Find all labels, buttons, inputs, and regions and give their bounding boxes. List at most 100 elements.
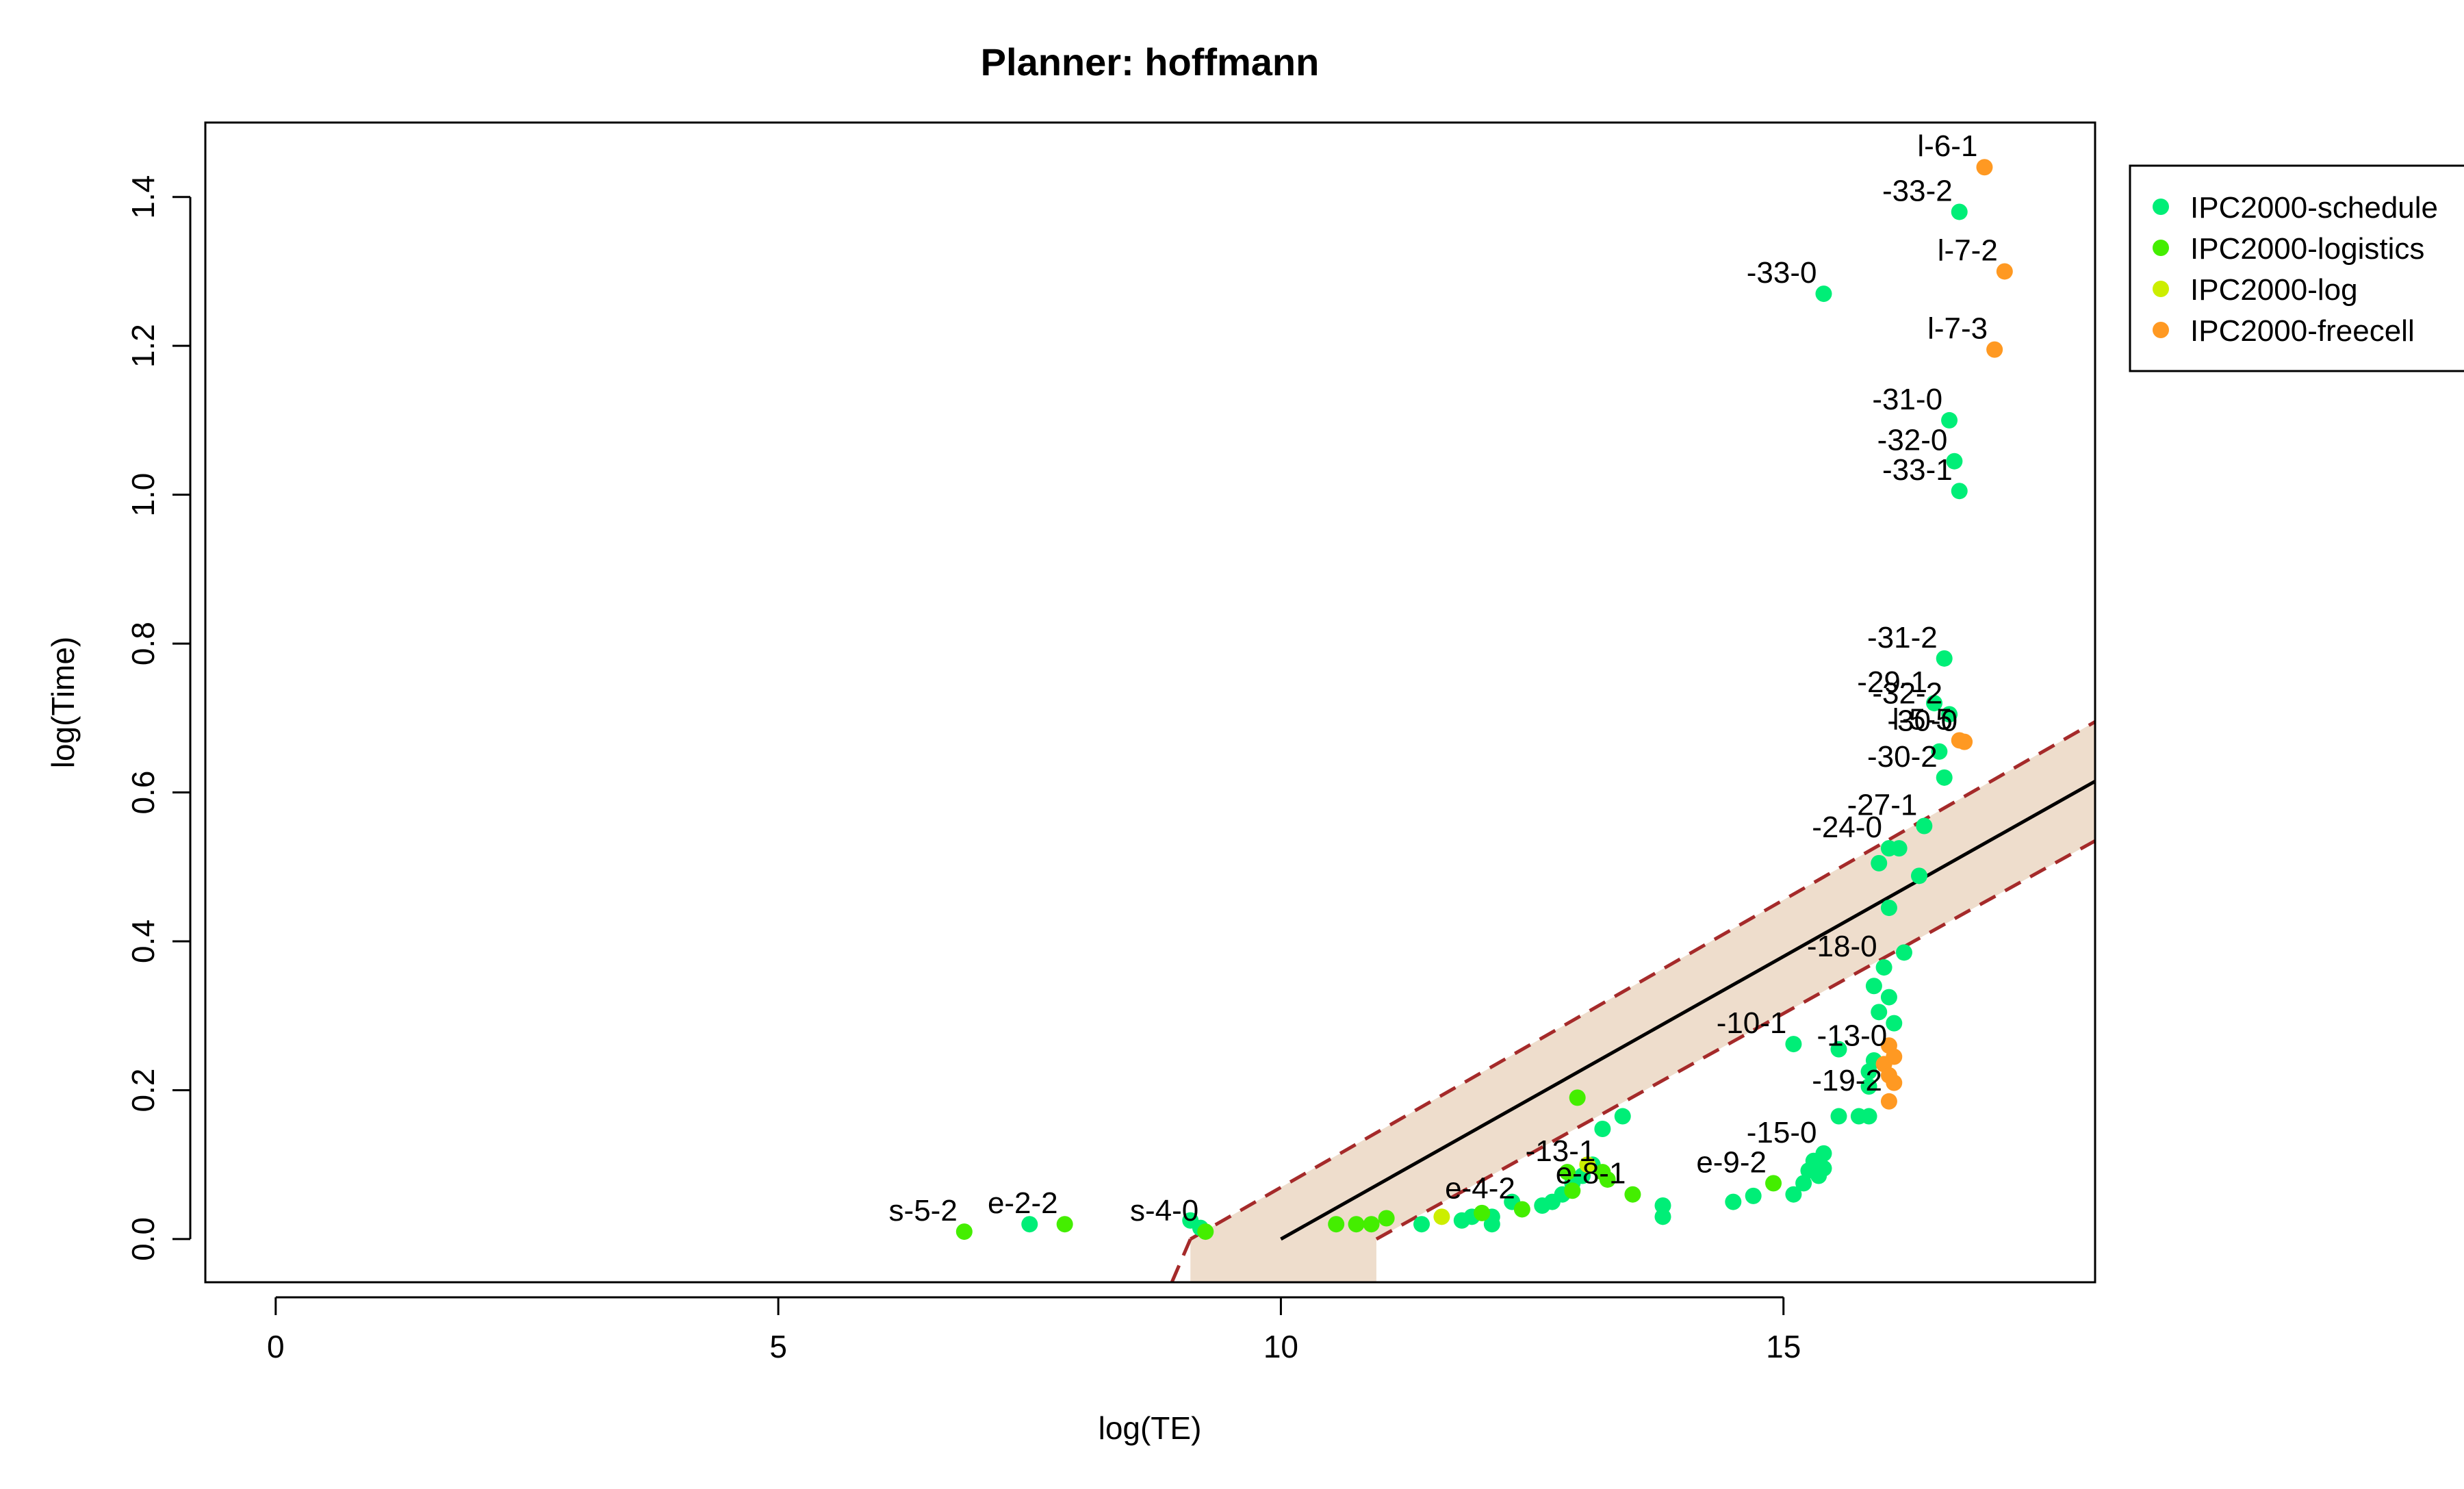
data-point bbox=[1956, 733, 1973, 750]
data-point bbox=[1348, 1216, 1365, 1233]
data-point bbox=[1871, 854, 1888, 871]
point-label: -29-1 bbox=[1857, 665, 1927, 699]
data-point bbox=[1810, 1167, 1827, 1184]
data-point bbox=[1745, 1187, 1762, 1204]
data-point bbox=[1886, 1015, 1903, 1032]
data-point bbox=[1654, 1208, 1671, 1225]
legend-box bbox=[2129, 164, 2464, 372]
point-label: -33-1 bbox=[1882, 453, 1953, 487]
data-point bbox=[1795, 1175, 1812, 1192]
data-point bbox=[1830, 1108, 1847, 1125]
data-point bbox=[1558, 1164, 1576, 1181]
data-point bbox=[1815, 285, 1832, 303]
x-tick-label: 0 bbox=[267, 1329, 285, 1364]
data-point bbox=[1197, 1223, 1214, 1240]
point-label: s-5-2 bbox=[889, 1194, 958, 1227]
data-point bbox=[1614, 1108, 1631, 1125]
y-tick-label: 0.0 bbox=[125, 1217, 161, 1261]
upper-bound-line bbox=[1190, 720, 2095, 1241]
y-tick-label: 0.6 bbox=[125, 771, 161, 815]
data-point bbox=[1378, 1210, 1395, 1227]
data-point bbox=[1986, 341, 2003, 358]
point-label: -27-1 bbox=[1847, 788, 1918, 822]
y-tick-label: 1.2 bbox=[125, 324, 161, 368]
point-label: -19-2 bbox=[1812, 1064, 1882, 1097]
point-label: -33-2 bbox=[1882, 174, 1953, 207]
data-point bbox=[1725, 1193, 1742, 1210]
point-label: -13-1 bbox=[1526, 1134, 1596, 1168]
data-point bbox=[1871, 1004, 1888, 1021]
data-point bbox=[1951, 483, 1968, 500]
point-label: -24-0 bbox=[1812, 811, 1882, 844]
data-point bbox=[1579, 1156, 1596, 1173]
data-point bbox=[1916, 817, 1933, 835]
data-point bbox=[1875, 959, 1892, 976]
data-point bbox=[1433, 1208, 1450, 1225]
data-point bbox=[1880, 1093, 1897, 1110]
y-axis-label: log(Time) bbox=[45, 637, 81, 769]
x-tick-label: 15 bbox=[1766, 1329, 1801, 1364]
x-axis-label: log(TE) bbox=[1099, 1410, 1202, 1446]
data-point bbox=[1765, 1175, 1782, 1192]
data-point bbox=[1880, 989, 1897, 1006]
y-tick-label: 0.2 bbox=[125, 1069, 161, 1112]
data-point bbox=[1941, 411, 1958, 429]
point-label: l-7-2 bbox=[1938, 233, 1998, 267]
point-label: -32-2 bbox=[1872, 676, 1942, 710]
data-point bbox=[1599, 1171, 1616, 1188]
data-point bbox=[1860, 1108, 1877, 1125]
upper-bound-line-tail bbox=[1170, 1238, 1192, 1282]
data-point bbox=[1996, 263, 2013, 280]
point-label: s-4-0 bbox=[1130, 1194, 1198, 1227]
y-tick-label: 1.0 bbox=[125, 473, 161, 517]
data-point bbox=[1976, 159, 1993, 176]
data-point bbox=[1785, 1186, 1802, 1203]
point-label: -31-2 bbox=[1867, 621, 1938, 654]
point-label: -30-0 bbox=[1887, 704, 1958, 738]
lower-bound-line bbox=[1375, 839, 2095, 1241]
plot-frame bbox=[204, 121, 2096, 1284]
data-point bbox=[1363, 1216, 1380, 1233]
point-label: l-5-5 bbox=[1892, 702, 1953, 736]
data-point bbox=[1413, 1216, 1430, 1233]
legend-marker bbox=[2153, 281, 2169, 297]
legend-marker bbox=[2153, 240, 2169, 256]
data-point bbox=[1951, 203, 1968, 220]
data-point bbox=[1513, 1201, 1530, 1218]
legend-label: IPC2000-log bbox=[2190, 273, 2358, 307]
x-tick-label: 10 bbox=[1263, 1329, 1298, 1364]
data-point bbox=[1594, 1121, 1611, 1138]
data-point bbox=[1624, 1186, 1641, 1203]
legend-marker bbox=[2153, 322, 2169, 338]
data-point bbox=[1569, 1089, 1586, 1106]
data-point bbox=[1830, 1041, 1847, 1058]
y-tick-label: 0.8 bbox=[125, 622, 161, 665]
legend-label: IPC2000-freecell bbox=[2190, 314, 2415, 348]
data-point bbox=[1785, 1036, 1802, 1053]
point-label: -13-0 bbox=[1817, 1019, 1888, 1053]
legend-label: IPC2000-schedule bbox=[2190, 191, 2438, 225]
data-point bbox=[1931, 743, 1948, 760]
chart-title: Planner: hoffmann bbox=[981, 40, 1320, 84]
point-label: -10-1 bbox=[1717, 1006, 1787, 1040]
data-point bbox=[1895, 944, 1912, 961]
confidence-band bbox=[1190, 722, 2095, 1282]
data-point bbox=[1483, 1216, 1500, 1233]
data-point bbox=[1941, 706, 1958, 723]
data-point bbox=[1946, 453, 1963, 470]
y-tick-label: 1.4 bbox=[125, 175, 161, 219]
point-label: e-4-2 bbox=[1445, 1171, 1515, 1205]
legend-label: IPC2000-logistics bbox=[2190, 232, 2424, 266]
point-label: -32-0 bbox=[1877, 424, 1948, 457]
data-point bbox=[955, 1223, 973, 1240]
y-tick-label: 0.4 bbox=[125, 919, 161, 963]
data-point bbox=[1936, 650, 1953, 667]
point-label: -31-0 bbox=[1872, 383, 1942, 416]
data-point bbox=[1328, 1216, 1345, 1233]
data-point bbox=[1474, 1204, 1491, 1221]
point-label: -30-2 bbox=[1867, 740, 1938, 774]
data-point bbox=[1021, 1216, 1038, 1233]
point-label: -33-0 bbox=[1747, 256, 1817, 290]
point-label: e-9-2 bbox=[1696, 1145, 1767, 1179]
